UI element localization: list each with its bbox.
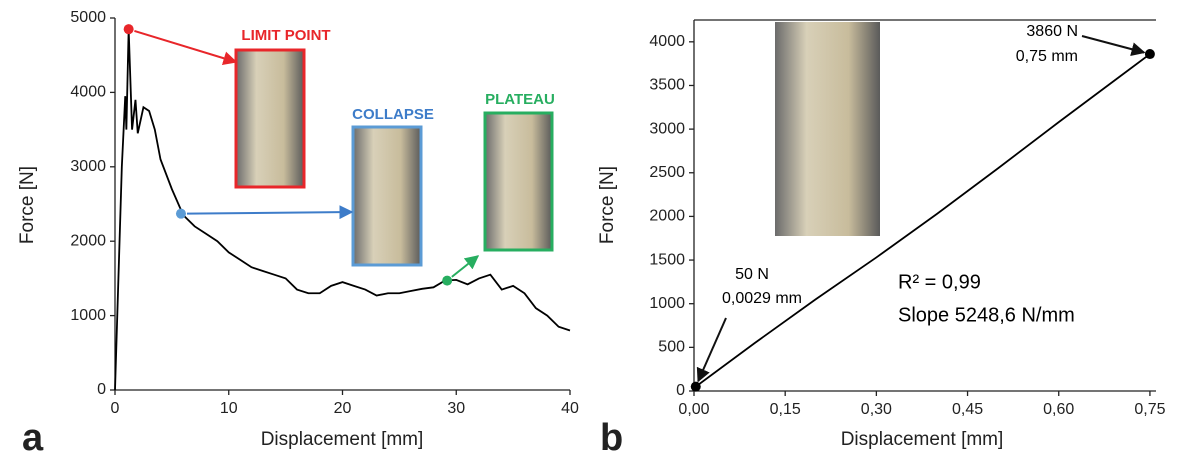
marker-point — [690, 381, 701, 392]
data-line — [693, 53, 1151, 392]
x-tick-label: 0,45 — [952, 401, 983, 418]
y-tick-label: 500 — [658, 339, 685, 356]
y-tick-label: 2000 — [649, 208, 685, 225]
arrow — [696, 317, 727, 383]
x-tick-label: 0,15 — [770, 401, 801, 418]
x-tick-label: 0,75 — [1134, 401, 1165, 418]
annotation: R² = 0,99 — [898, 271, 981, 293]
panel-label: a — [22, 417, 44, 459]
x-tick-label: 0 — [111, 400, 120, 417]
data-line — [114, 29, 571, 391]
x-axis-label: Displacement [mm] — [261, 429, 424, 450]
annotation: PLATEAU — [485, 91, 555, 108]
y-tick-label: 3500 — [649, 77, 685, 94]
x-tick-label: 30 — [447, 400, 465, 417]
x-tick-label: 0,00 — [678, 401, 709, 418]
arrow — [1081, 35, 1146, 57]
x-tick-label: 0,60 — [1043, 401, 1074, 418]
annotation: LIMIT POINT — [241, 27, 330, 44]
x-tick-label: 20 — [334, 400, 352, 417]
annotation: 0,75 mm — [1016, 48, 1078, 65]
panel-label: b — [600, 417, 623, 459]
y-tick-label: 5000 — [70, 9, 106, 26]
annotation: Slope 5248,6 N/mm — [898, 304, 1075, 326]
y-tick-label: 1000 — [70, 307, 106, 324]
y-tick-label: 1500 — [649, 251, 685, 268]
y-tick-label: 2000 — [70, 232, 106, 249]
arrow — [451, 255, 480, 278]
y-tick-label: 3000 — [70, 158, 106, 175]
annotation: 3860 N — [1026, 23, 1078, 40]
y-axis-label: Force [N] — [17, 166, 38, 244]
marker-point — [442, 275, 453, 286]
x-tick-label: 10 — [220, 400, 238, 417]
x-tick-label: 0,30 — [861, 401, 892, 418]
y-tick-label: 4000 — [649, 33, 685, 50]
annotation: 0,0029 mm — [722, 290, 802, 307]
annotation: COLLAPSE — [352, 106, 434, 123]
arrow — [134, 29, 238, 66]
photo-collapse — [351, 125, 423, 267]
arrow — [186, 205, 354, 220]
x-tick-label: 40 — [561, 400, 579, 417]
y-tick-label: 0 — [97, 381, 106, 398]
photo-plateau — [483, 111, 554, 252]
photo-limit — [234, 48, 306, 189]
y-tick-label: 3000 — [649, 120, 685, 137]
photo-specimen — [775, 22, 880, 236]
marker-point — [123, 24, 134, 35]
y-tick-label: 1000 — [649, 295, 685, 312]
x-axis-label: Displacement [mm] — [841, 429, 1004, 450]
y-axis-label: Force [N] — [597, 166, 618, 244]
annotation: 50 N — [735, 266, 769, 283]
y-tick-label: 0 — [676, 382, 685, 399]
marker-point — [175, 208, 186, 219]
y-tick-label: 2500 — [649, 164, 685, 181]
marker-point — [1144, 49, 1155, 60]
y-tick-label: 4000 — [70, 84, 106, 101]
